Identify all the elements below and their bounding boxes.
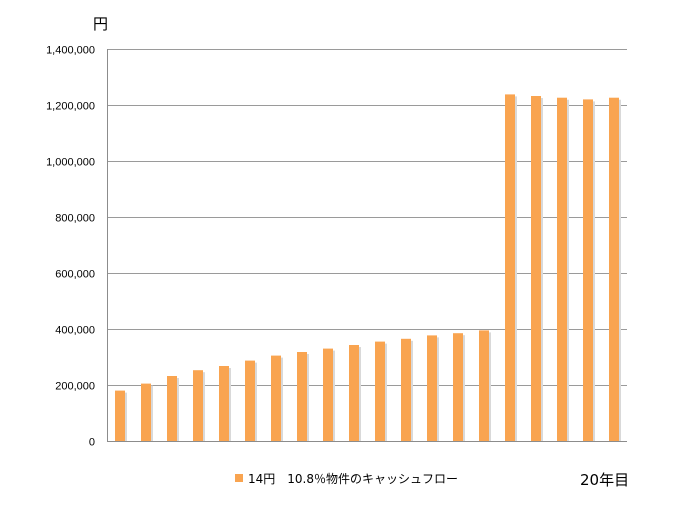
y-tick-label: 600,000: [55, 269, 95, 281]
bar-year-10: [349, 345, 359, 441]
legend-entry: 14円 10.8％物件のキャッシュフロー: [248, 472, 458, 486]
bar-year-6: [245, 360, 255, 441]
bar-year-13: [427, 335, 437, 441]
y-tick-label: 1,400,000: [46, 45, 95, 57]
y-axis-unit-label: 円: [93, 15, 108, 33]
y-tick-label: 400,000: [55, 325, 95, 337]
bars: [115, 94, 621, 442]
y-tick-label: 200,000: [55, 381, 95, 393]
legend: 14円 10.8％物件のキャッシュフロー: [235, 472, 458, 486]
bar-year-3: [167, 376, 177, 441]
bar-year-4: [193, 370, 203, 441]
bar-year-12: [401, 338, 411, 441]
y-tick-labels: 0 200,000 400,000 600,000 800,000 1,000,000 1,…: [46, 45, 95, 449]
gridlines: [107, 49, 627, 442]
bar-year-1: [115, 390, 125, 441]
bar-year-2: [141, 383, 151, 441]
bar-year-17: [531, 96, 541, 441]
bar-year-16: [505, 94, 515, 442]
bar-year-11: [375, 341, 385, 441]
y-tick-label: 800,000: [55, 213, 95, 225]
bar-year-8: [297, 352, 307, 441]
bar-year-7: [271, 355, 281, 441]
year-20-label: 20年目: [580, 471, 629, 489]
y-tick-label: 0: [89, 437, 95, 449]
bar-year-15: [479, 330, 489, 441]
bar-year-14: [453, 333, 463, 441]
y-tick-label: 1,200,000: [46, 101, 95, 113]
y-tick-label: 1,000,000: [46, 157, 95, 169]
bar-year-9: [323, 348, 333, 441]
bar-year-19: [583, 99, 593, 442]
bar-year-20: [609, 97, 619, 441]
bar-year-5: [219, 366, 229, 441]
legend-swatch: [235, 474, 243, 482]
bar-year-18: [557, 97, 567, 441]
